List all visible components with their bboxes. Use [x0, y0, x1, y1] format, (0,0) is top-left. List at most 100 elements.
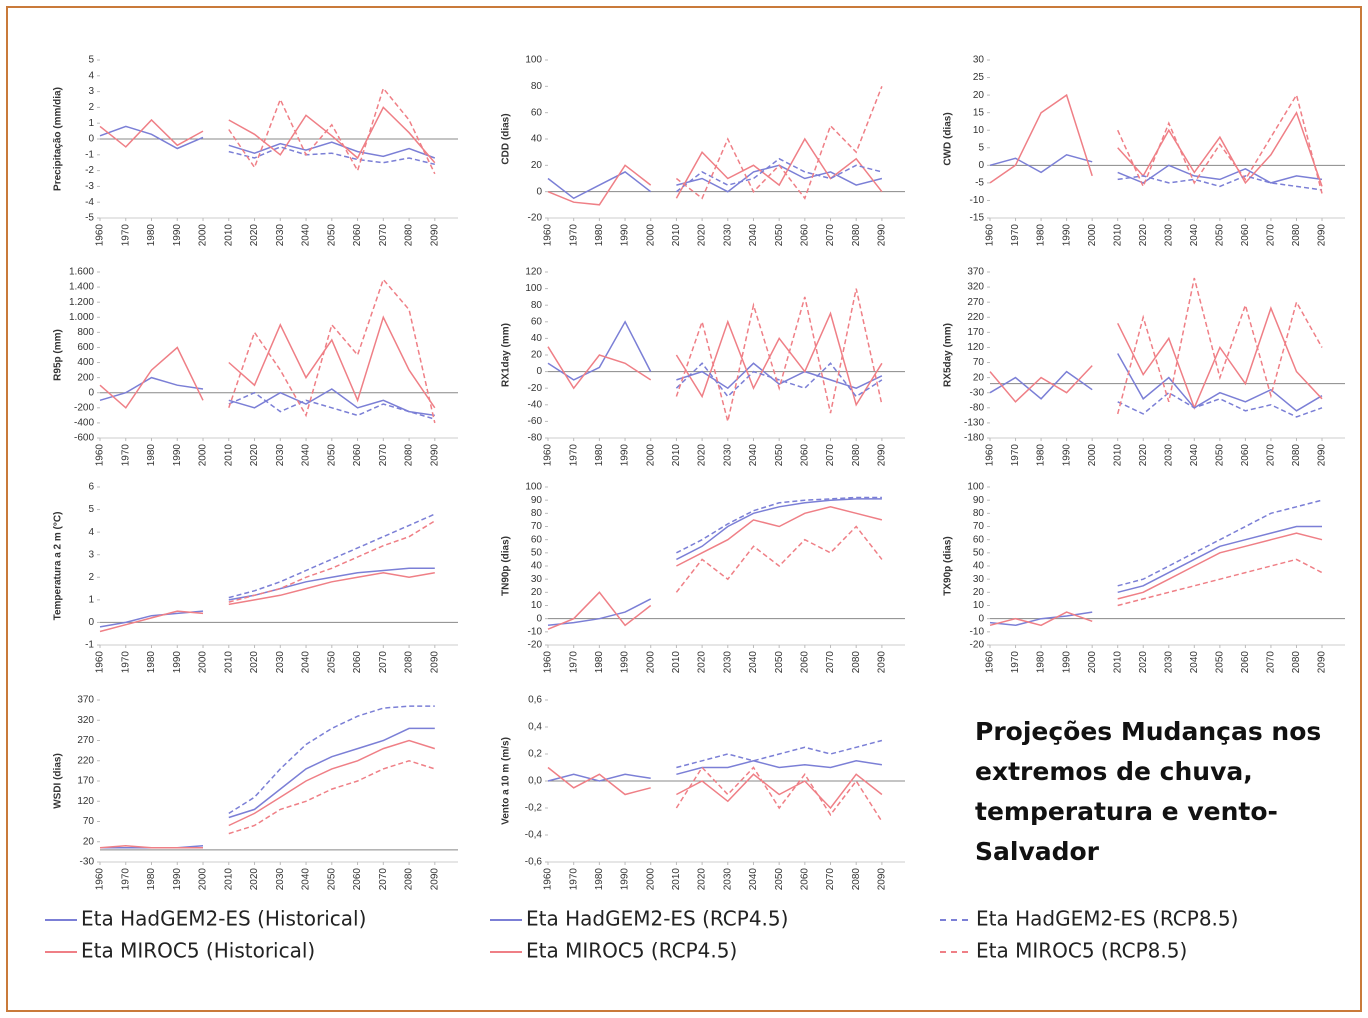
legend-label: Eta HadGEM2-ES (RCP8.5) — [976, 907, 1238, 931]
x-tick-label: 2050 — [774, 224, 785, 247]
x-tick-label: 2020 — [697, 444, 708, 467]
x-tick-label: 2040 — [1189, 224, 1200, 247]
x-tick-label: 2010 — [223, 224, 234, 247]
series-line — [675, 525, 883, 593]
y-tick-label: 400 — [77, 357, 94, 368]
x-tick-label: 2060 — [799, 651, 810, 674]
y-tick-label: 30 — [531, 574, 543, 585]
legend-label: Eta MIROC5 (RCP8.5) — [976, 939, 1187, 963]
y-tick-label: 40 — [531, 561, 543, 572]
y-tick-label: -20 — [528, 213, 543, 224]
y-tick-label: -1 — [85, 640, 94, 651]
x-tick-label: 2080 — [851, 868, 862, 891]
x-tick-label: 2070 — [378, 444, 389, 467]
y-tick-label: 30 — [973, 574, 985, 585]
x-tick-label: 2060 — [352, 444, 363, 467]
x-tick-label: 2010 — [671, 224, 682, 247]
x-tick-label: 1990 — [620, 224, 631, 247]
x-tick-label: 1990 — [172, 444, 183, 467]
y-tick-label: 60 — [531, 316, 543, 327]
y-tick-label: 90 — [531, 495, 543, 506]
y-tick-label: 30 — [973, 55, 985, 66]
series-line — [989, 370, 1093, 400]
y-tick-label: 20 — [973, 587, 985, 598]
series-line — [99, 610, 204, 633]
x-tick-label: 2000 — [198, 868, 209, 891]
x-tick-label: 2000 — [645, 651, 656, 674]
y-tick-label: 0,2 — [528, 749, 542, 760]
caption-line: Projeções Mudanças nos — [975, 717, 1321, 746]
series-line — [1117, 110, 1323, 187]
x-tick-label: 2040 — [748, 224, 759, 247]
x-tick-label: 1980 — [594, 651, 605, 674]
x-tick-label: 2020 — [249, 868, 260, 891]
y-tick-label: 0 — [536, 613, 542, 624]
x-tick-label: 2070 — [825, 651, 836, 674]
series-line — [228, 727, 435, 819]
x-tick-label: 2020 — [1138, 444, 1149, 467]
y-tick-label: 1.200 — [69, 297, 94, 308]
series-line — [547, 598, 652, 627]
x-tick-label: 2090 — [877, 868, 888, 891]
y-tick-label: 40 — [973, 561, 985, 572]
series-line — [675, 137, 883, 199]
x-tick-label: 2040 — [301, 444, 312, 467]
x-tick-label: 2050 — [774, 651, 785, 674]
x-tick-label: 2060 — [352, 224, 363, 247]
x-tick-label: 2090 — [429, 651, 440, 674]
series-line — [989, 93, 1093, 184]
y-tick-label: 3 — [88, 86, 94, 97]
x-tick-label: 2020 — [249, 651, 260, 674]
y-tick-label: 170 — [967, 327, 984, 338]
x-tick-label: 1970 — [120, 444, 131, 467]
y-tick-label: 2 — [88, 572, 94, 583]
y-tick-label: 170 — [77, 776, 94, 787]
series-line — [676, 760, 883, 776]
series-line — [228, 86, 436, 175]
series-line — [989, 153, 1093, 174]
y-tick-label: 90 — [973, 495, 985, 506]
y-tick-label: -60 — [528, 416, 543, 427]
x-tick-label: 1990 — [172, 868, 183, 891]
x-tick-label: 2080 — [1291, 444, 1302, 467]
x-tick-label: 2040 — [301, 651, 312, 674]
x-tick-label: 2040 — [748, 868, 759, 891]
x-tick-label: 2000 — [1087, 224, 1098, 247]
x-tick-label: 2050 — [326, 868, 337, 891]
x-tick-label: 2070 — [378, 651, 389, 674]
series-line — [1117, 93, 1323, 194]
y-tick-label: 20 — [531, 350, 543, 361]
y-axis-label: WSDI (dias) — [53, 753, 64, 809]
y-tick-label: -30 — [80, 857, 95, 868]
x-tick-label: 2080 — [851, 224, 862, 247]
series-line — [676, 498, 882, 561]
x-tick-label: 1990 — [1061, 224, 1072, 247]
x-tick-label: 1980 — [146, 868, 157, 891]
x-tick-label: 2030 — [1163, 444, 1174, 467]
x-tick-label: 1960 — [543, 651, 554, 674]
x-tick-label: 2060 — [1240, 651, 1251, 674]
y-tick-label: 0,0 — [528, 776, 542, 787]
x-tick-label: 1980 — [594, 868, 605, 891]
series-line — [228, 141, 436, 159]
x-tick-label: 2070 — [1266, 651, 1277, 674]
x-tick-label: 2090 — [1317, 651, 1328, 674]
y-tick-label: 80 — [531, 508, 543, 519]
series-line — [676, 506, 883, 567]
x-tick-label: 2080 — [404, 224, 415, 247]
y-tick-label: 220 — [967, 312, 984, 323]
x-tick-label: 2010 — [223, 868, 234, 891]
y-tick-label: 100 — [967, 482, 984, 493]
x-tick-label: 2040 — [1189, 651, 1200, 674]
y-tick-label: -0,6 — [525, 857, 543, 868]
x-tick-label: 2060 — [799, 444, 810, 467]
series-line — [675, 311, 883, 407]
y-tick-label: 270 — [967, 297, 984, 308]
y-tick-label: 50 — [973, 547, 985, 558]
y-tick-label: -1 — [85, 149, 94, 160]
caption-line: extremos de chuva, — [975, 757, 1253, 786]
y-tick-label: 0,4 — [528, 722, 542, 733]
series-line — [675, 362, 883, 398]
y-tick-label: 20 — [83, 836, 95, 847]
